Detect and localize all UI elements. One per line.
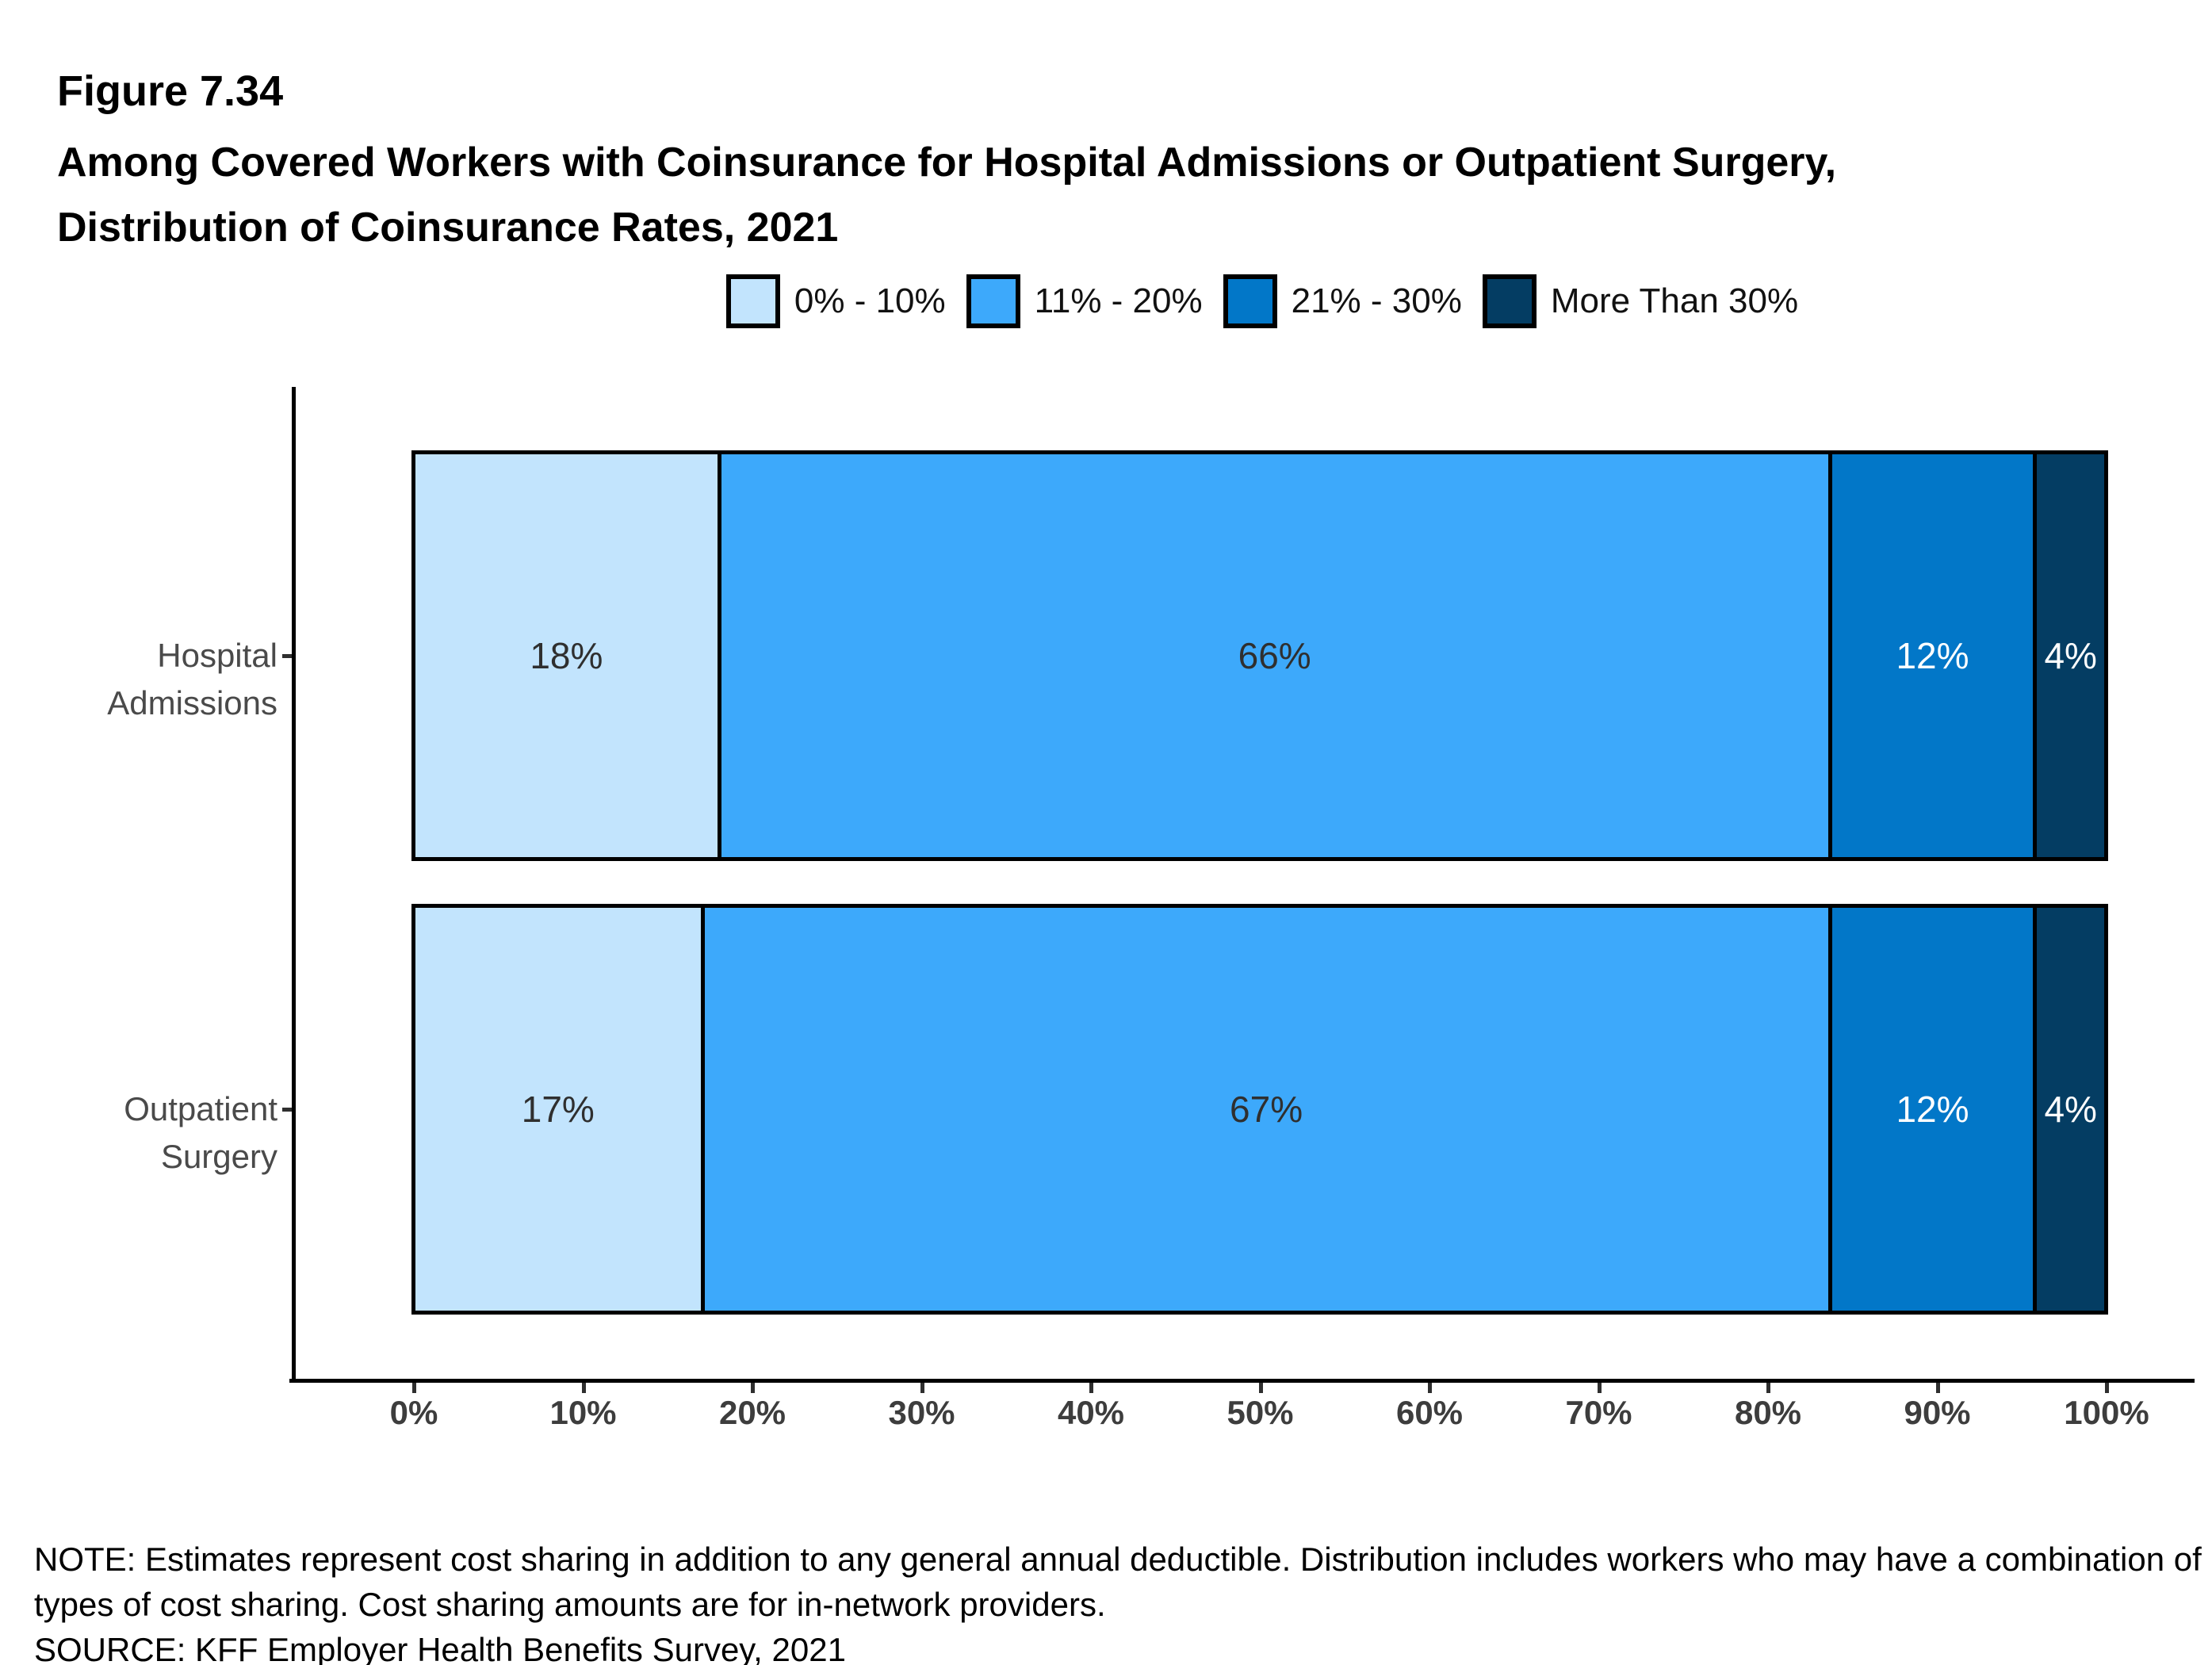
bar-row: 18% 66% 12% 4% [411,450,2108,861]
x-axis-tick-label: 60% [1395,1394,1464,1431]
x-axis-tick-label: 30% [888,1394,955,1431]
note-line1: NOTE: Estimates represent cost sharing i… [34,1541,2202,1578]
legend: 0% - 10% 11% - 20% 21% - 30% More Than 30% [414,274,2111,328]
x-axis-tick [1766,1383,1770,1393]
bar-segment: 17% [415,908,701,1311]
x-axis-tick-label: 10% [549,1394,617,1431]
bar-segment: 12% [1831,454,2034,857]
x-axis-tick-label: 80% [1734,1394,1802,1431]
x-axis-tick [751,1383,755,1393]
bar-segment-label: 67% [1230,1089,1303,1130]
legend-label: 11% - 20% [1034,281,1203,320]
x-axis-tick [1935,1383,1940,1393]
x-axis-tick [581,1383,586,1393]
legend-item: More Than 30% [1482,274,1799,328]
note-line2: types of cost sharing. Cost sharing amou… [34,1586,1106,1623]
bar-row: 17% 67% 12% 4% [411,904,2108,1315]
legend-label: 0% - 10% [794,281,946,320]
bar-segment-label: 18% [530,635,603,676]
y-axis-tick [282,654,292,658]
bar-segment: 4% [2037,454,2104,857]
x-axis-tick-label: 50% [1227,1394,1294,1431]
x-axis-line [289,1379,2195,1383]
x-axis-tick-label: 40% [1057,1394,1125,1431]
x-axis-tick [412,1383,416,1393]
x-axis-tick-label: 20% [718,1394,786,1431]
bar-segment-label: 4% [2044,1089,2097,1130]
bar-segment: 67% [704,908,1828,1311]
bar-segment: 18% [415,454,718,857]
bar-segment-label: 17% [521,1089,595,1130]
legend-swatch [966,274,1020,328]
x-axis-tick [2105,1383,2109,1393]
legend-label: 21% - 30% [1291,281,1462,320]
bar-segment-label: 12% [1896,1089,1969,1130]
bar-segment: 12% [1831,908,2034,1311]
legend-swatch [1482,274,1537,328]
figure-title-line2: Distribution of Coinsurance Rates, 2021 [57,205,839,251]
bar-segment-label: 66% [1238,635,1311,676]
footer: NOTE: Estimates represent cost sharing i… [34,1537,2202,1665]
x-axis-tick [1258,1383,1263,1393]
y-axis-line [292,387,296,1382]
bar-segment: 4% [2037,908,2104,1311]
x-axis-tick [1597,1383,1602,1393]
legend-item: 0% - 10% [725,274,946,328]
legend-item: 11% - 20% [966,274,1203,328]
bar-segment: 66% [721,454,1828,857]
bar-segment-label: 12% [1896,635,1969,676]
legend-swatch [725,274,780,328]
legend-label: More Than 30% [1550,281,1799,320]
legend-item: 21% - 30% [1223,274,1462,328]
x-axis-tick-label: 100% [2064,1394,2149,1431]
figure-number: Figure 7.34 [57,67,284,115]
category-label: Outpatient Surgery [124,1090,277,1175]
x-axis-tick [1428,1383,1432,1393]
source-line: SOURCE: KFF Employer Health Benefits Sur… [34,1631,846,1665]
legend-swatch [1223,274,1277,328]
bar-segment-label: 4% [2044,635,2097,676]
x-axis-tick [1089,1383,1093,1393]
x-axis-tick-label: 0% [389,1394,438,1431]
x-axis-tick [920,1383,924,1393]
figure-title: Among Covered Workers with Coinsurance f… [57,130,1836,260]
x-axis-tick-label: 70% [1565,1394,1632,1431]
category-label: Hospital Admissions [107,637,277,722]
figure-title-line1: Among Covered Workers with Coinsurance f… [57,140,1837,186]
x-axis-tick-label: 90% [1904,1394,1971,1431]
y-axis-tick [282,1108,292,1112]
